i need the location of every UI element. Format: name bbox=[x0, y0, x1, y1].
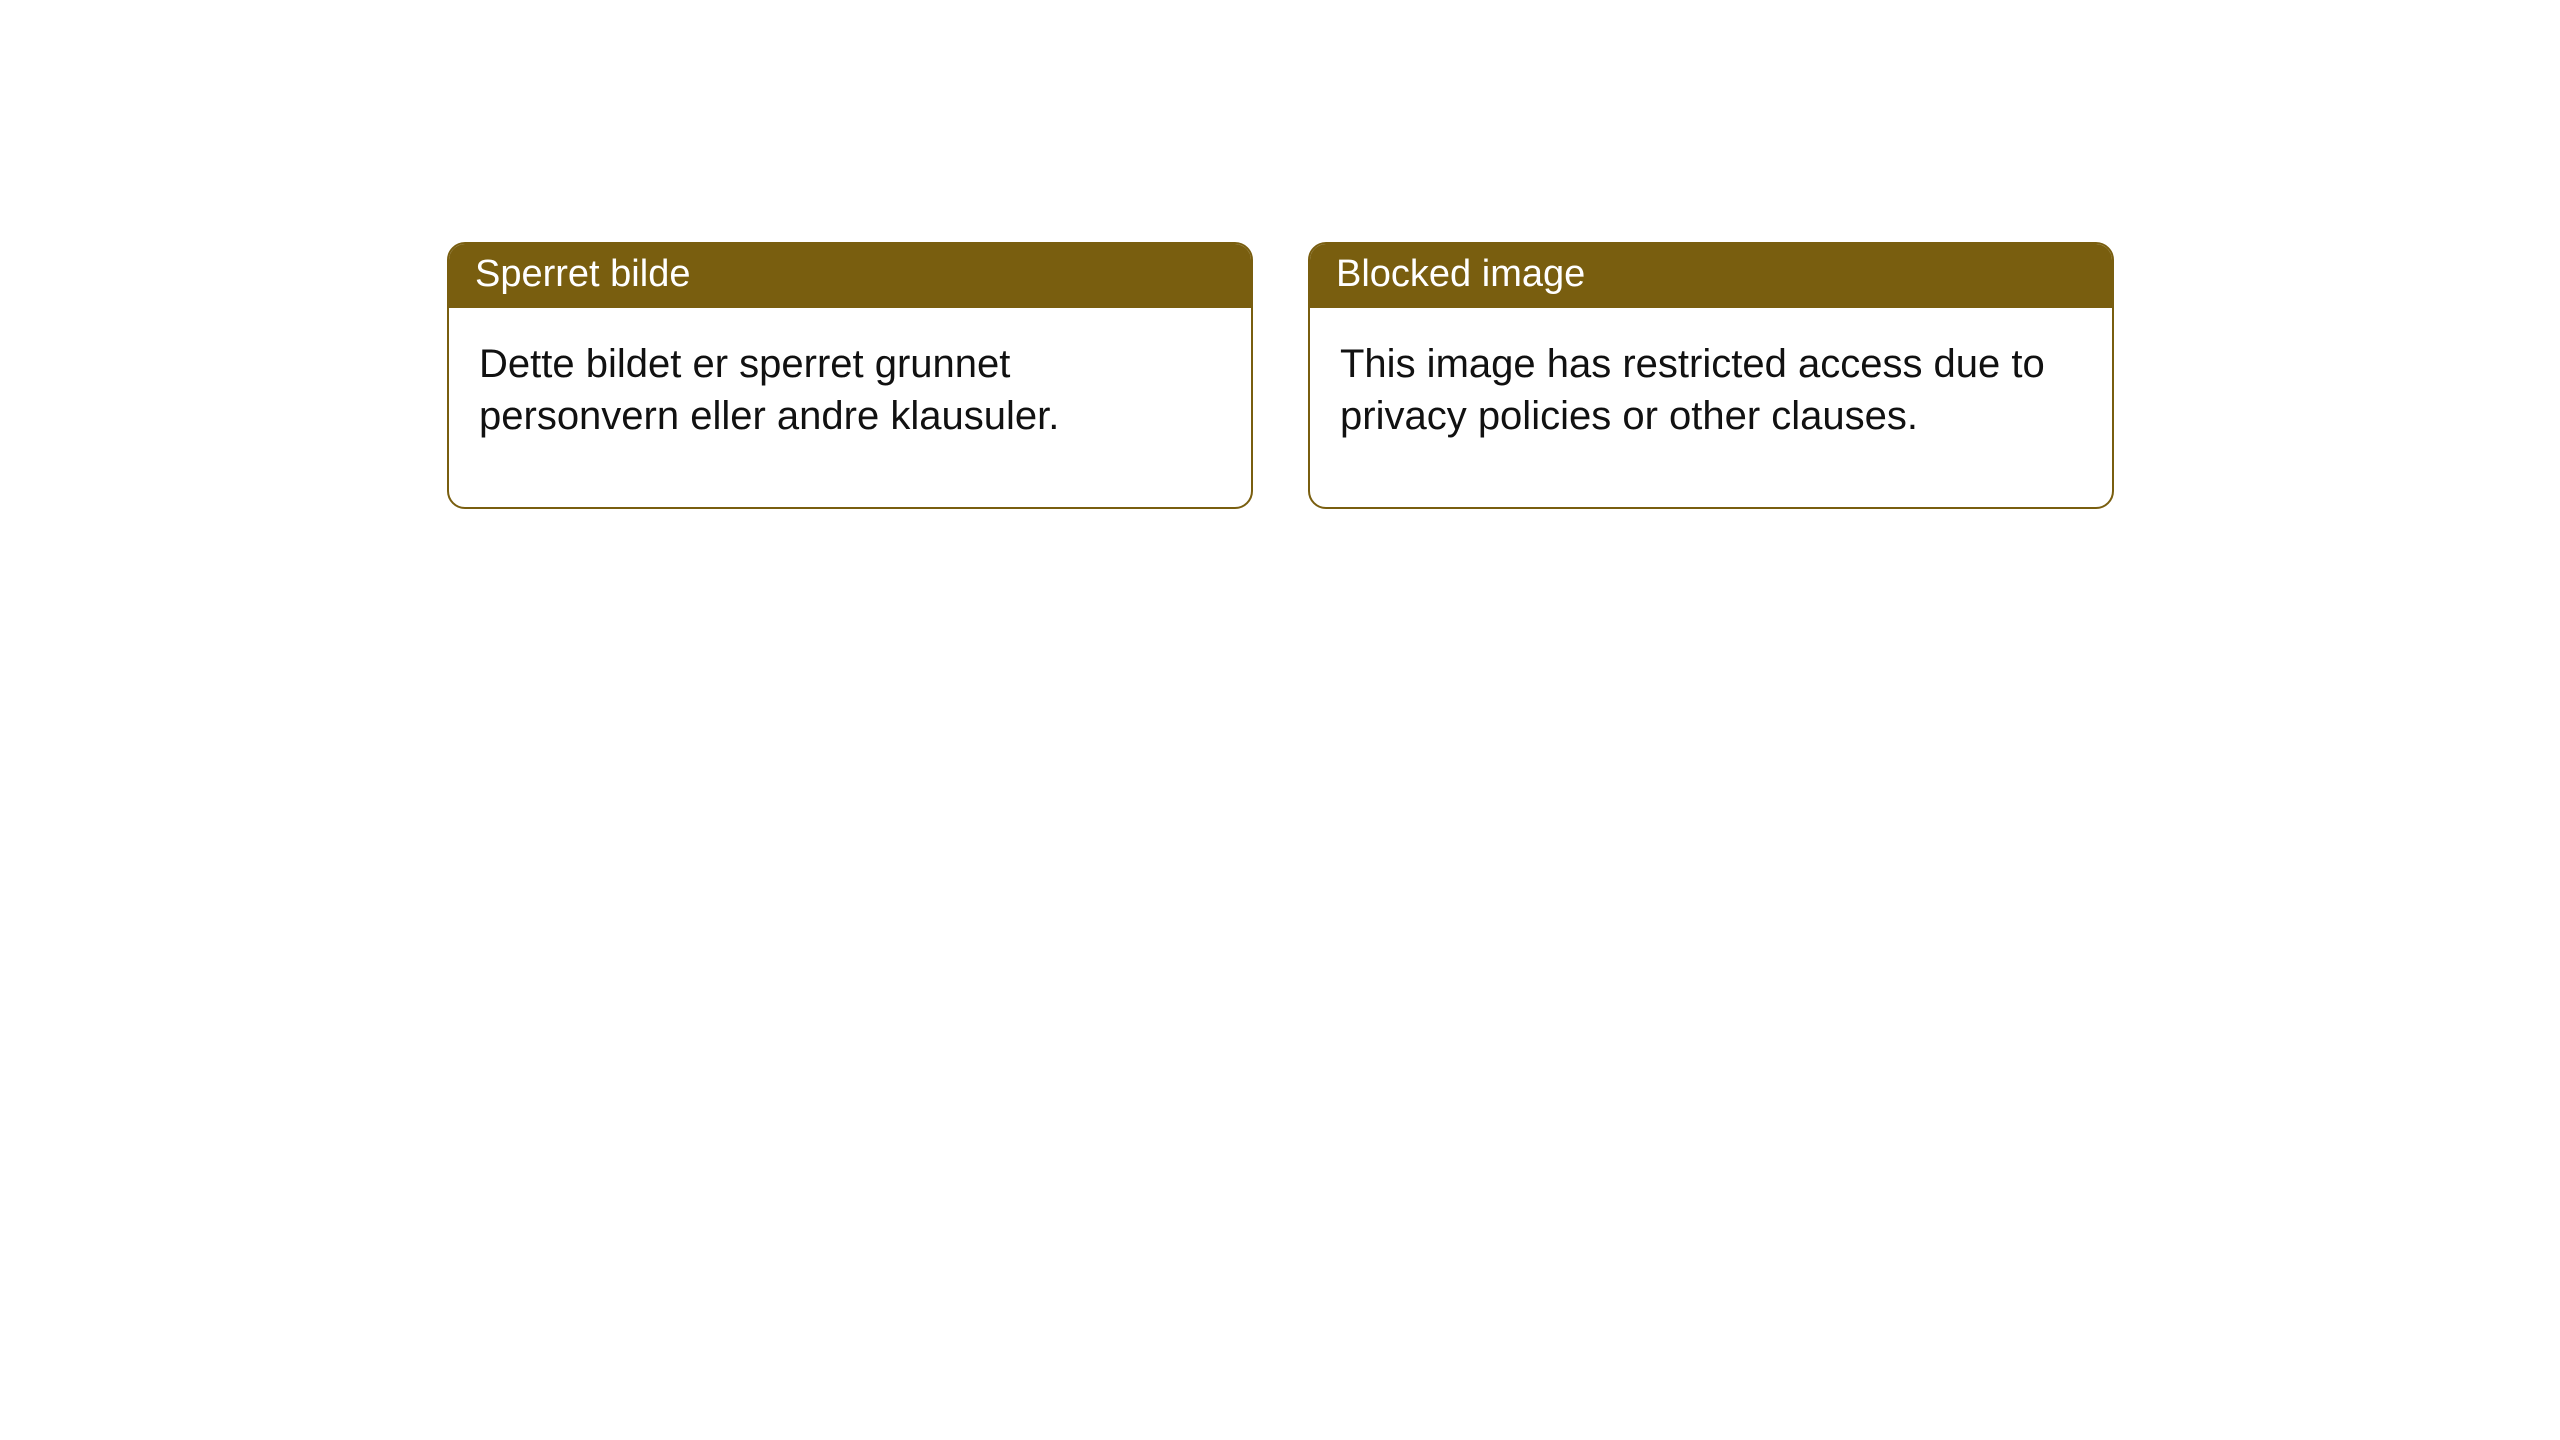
card-body-en: This image has restricted access due to … bbox=[1310, 308, 2112, 508]
notice-card-en: Blocked image This image has restricted … bbox=[1308, 242, 2114, 509]
notice-container: Sperret bilde Dette bildet er sperret gr… bbox=[0, 0, 2560, 509]
card-header-no: Sperret bilde bbox=[449, 244, 1251, 308]
card-body-no: Dette bildet er sperret grunnet personve… bbox=[449, 308, 1251, 508]
card-header-en: Blocked image bbox=[1310, 244, 2112, 308]
notice-card-no: Sperret bilde Dette bildet er sperret gr… bbox=[447, 242, 1253, 509]
